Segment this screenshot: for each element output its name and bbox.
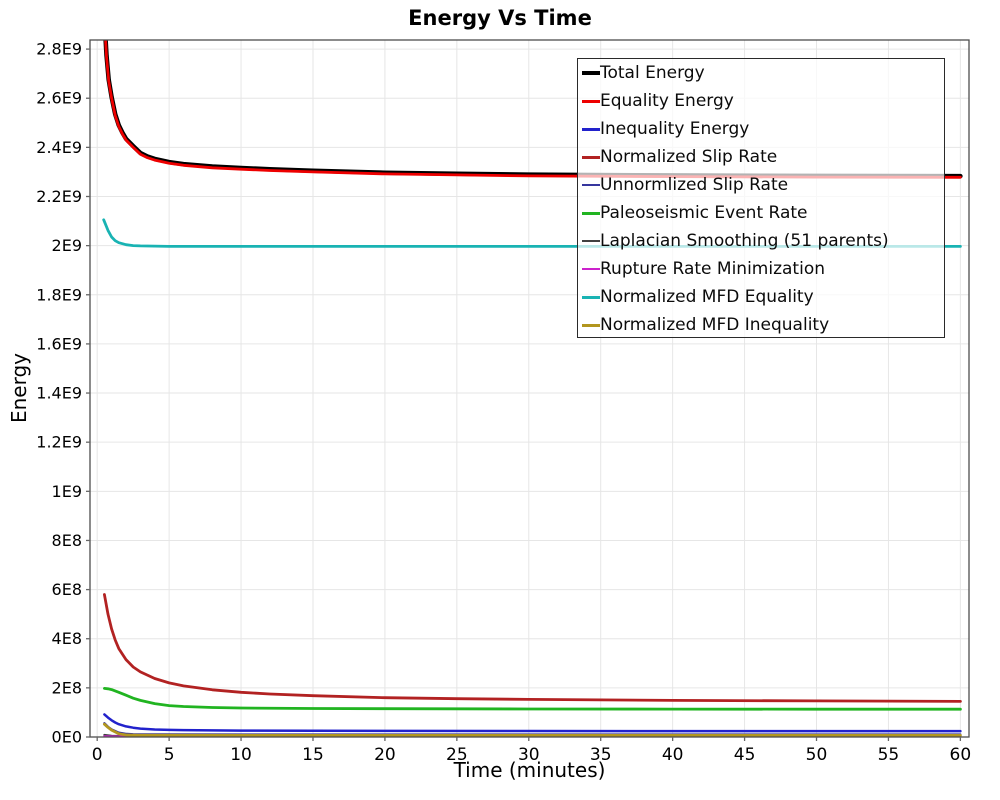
legend-item: Normalized Slip Rate (582, 143, 944, 171)
legend-label: Paleoseismic Event Rate (600, 203, 808, 223)
x-tick-label: 55 (878, 745, 900, 765)
y-tick-label: 6E8 (52, 580, 82, 599)
legend-swatch-icon (582, 127, 600, 131)
y-tick-label: 2.4E9 (36, 138, 82, 157)
legend-swatch-icon (582, 211, 600, 215)
y-tick-label: 1.2E9 (36, 433, 82, 452)
chart-title: Energy Vs Time (408, 6, 592, 30)
series-line-normalized-slip-rate (103, 593, 962, 703)
x-tick-label: 60 (950, 745, 972, 765)
legend: Total Energy Equality Energy Inequality En… (577, 58, 945, 338)
legend-item: Paleoseismic Event Rate (582, 199, 944, 227)
series-line-normalized-mfd-equality (102, 218, 962, 248)
x-tick-label: 5 (164, 745, 175, 765)
series-line-inequality-energy (103, 713, 962, 733)
legend-swatch-icon (582, 267, 600, 271)
series-line-equality-energy (104, 40, 962, 179)
y-tick-label: 2E8 (52, 678, 82, 697)
x-tick-label: 20 (374, 745, 396, 765)
y-tick-label: 2.6E9 (36, 89, 82, 108)
legend-label: Unnormlized Slip Rate (600, 175, 789, 195)
y-tick-label: 1.6E9 (36, 334, 82, 353)
legend-swatch-icon (582, 295, 600, 299)
legend-label: Normalized Slip Rate (600, 147, 778, 167)
legend-item: Normalized MFD Equality (582, 283, 944, 311)
legend-item: Unnormlized Slip Rate (582, 171, 944, 199)
legend-label: Rupture Rate Minimization (600, 259, 825, 279)
legend-swatch-icon (582, 99, 600, 103)
legend-swatch-icon (582, 183, 600, 187)
x-tick-label: 50 (806, 745, 828, 765)
legend-swatch-icon (582, 155, 600, 159)
legend-label: Total Energy (600, 63, 705, 83)
x-tick-label: 45 (734, 745, 756, 765)
y-tick-label: 2E9 (52, 236, 82, 255)
legend-item: Total Energy (582, 59, 944, 87)
legend-swatch-icon (582, 239, 600, 243)
legend-item: Normalized MFD Inequality (582, 311, 944, 339)
y-tick-label: 1.8E9 (36, 285, 82, 304)
legend-swatch-icon (582, 71, 600, 75)
series-line-paleoseismic-event-rate (103, 687, 962, 711)
legend-label: Laplacian Smoothing (51 parents) (600, 231, 889, 251)
legend-label: Normalized MFD Equality (600, 287, 814, 307)
legend-item: Equality Energy (582, 87, 944, 115)
y-tick-label: 4E8 (52, 629, 82, 648)
legend-item: Rupture Rate Minimization (582, 255, 944, 283)
y-tick-label: 1E9 (52, 482, 82, 501)
x-tick-label: 15 (302, 745, 324, 765)
y-tick-label: 2.8E9 (36, 40, 82, 59)
x-axis-label: Time (minutes) (453, 758, 606, 782)
y-axis-label: Energy (7, 352, 31, 424)
x-tick-label: 40 (662, 745, 684, 765)
x-tick-label: 25 (446, 745, 468, 765)
legend-label: Equality Energy (600, 91, 734, 111)
legend-label: Normalized MFD Inequality (600, 315, 830, 335)
legend-item: Laplacian Smoothing (51 parents) (582, 227, 944, 255)
series-line-normalized-mfd-inequality (103, 722, 962, 737)
y-tick-label: 2.2E9 (36, 187, 82, 206)
y-tick-label: 8E8 (52, 531, 82, 550)
legend-swatch-icon (582, 323, 600, 327)
y-tick-label: 1.4E9 (36, 384, 82, 403)
legend-item: Inequality Energy (582, 115, 944, 143)
x-tick-label: 35 (590, 745, 612, 765)
x-tick-label: 30 (518, 745, 540, 765)
x-tick-label: 0 (92, 745, 103, 765)
y-tick-label: 0E0 (52, 728, 82, 747)
plot-border (89, 39, 970, 738)
x-tick-label: 10 (230, 745, 252, 765)
legend-label: Inequality Energy (600, 119, 750, 139)
